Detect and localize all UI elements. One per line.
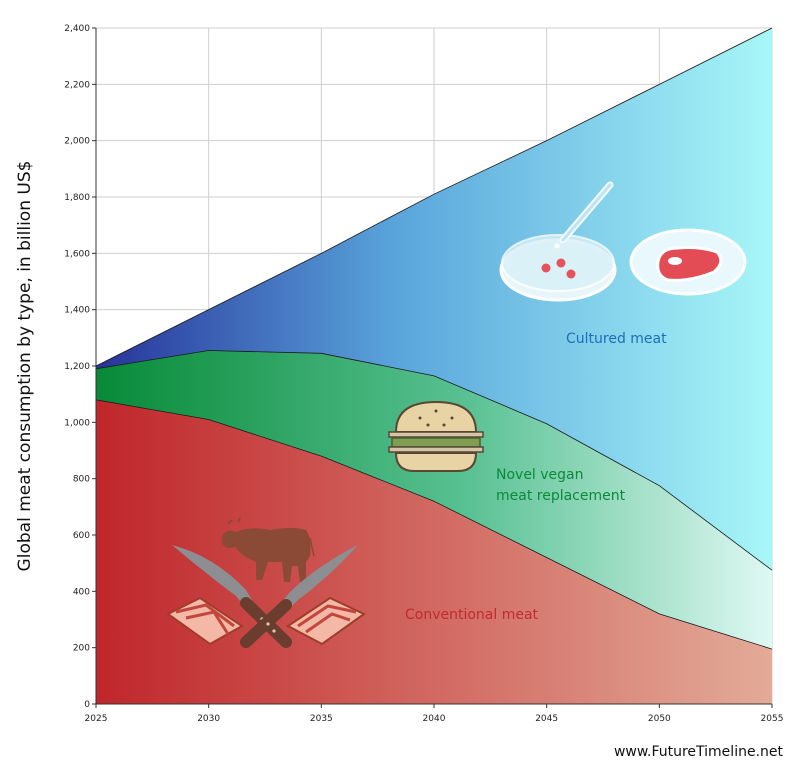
x-tick-label: 2055 xyxy=(761,714,784,724)
y-tick-label: 400 xyxy=(73,587,90,597)
x-tick-label: 2030 xyxy=(197,714,220,724)
series-label-cultured: Cultured meat xyxy=(566,331,667,347)
series-label-conventional: Conventional meat xyxy=(405,607,539,623)
y-tick-label: 1,400 xyxy=(64,306,90,316)
y-tick-label: 2,400 xyxy=(64,24,90,34)
x-tick-label: 2040 xyxy=(423,714,446,724)
series-label-vegan-line1: Novel vegan xyxy=(496,467,584,483)
x-tick-label: 2045 xyxy=(535,714,558,724)
dropper-icon xyxy=(554,181,614,249)
y-tick-label: 0 xyxy=(84,700,90,710)
y-tick-label: 1,600 xyxy=(64,249,90,259)
axes: 0 200 400 600 800 1,000 1,200 1,400 1,600 1,800 2,… xyxy=(64,24,783,724)
x-tick-label: 2035 xyxy=(310,714,333,724)
source-credit: www.FutureTimeline.net xyxy=(614,744,784,760)
area-vegan-meat-replacement xyxy=(96,350,772,650)
x-tick-label: 2050 xyxy=(648,714,671,724)
series-label-vegan-line2: meat replacement xyxy=(496,488,626,504)
petri-dish-icon xyxy=(499,234,617,302)
y-tick-label: 2,200 xyxy=(64,80,90,90)
burger-icon xyxy=(388,400,484,472)
steak-dish-icon xyxy=(629,228,747,296)
y-tick-label: 1,800 xyxy=(64,193,90,203)
series-lines xyxy=(95,27,773,650)
y-tick-label: 200 xyxy=(73,644,90,654)
area-conventional-meat-edge xyxy=(95,399,773,650)
area-cultured-meat-edge xyxy=(95,27,773,367)
area-vegan-meat-replacement-edge xyxy=(95,350,773,571)
y-tick-label: 2,000 xyxy=(64,137,90,147)
y-tick-label: 1,000 xyxy=(64,418,90,428)
area-cultured-meat xyxy=(96,28,772,571)
knife-icon xyxy=(172,545,358,648)
bacon-icon xyxy=(166,596,366,646)
y-tick-label: 800 xyxy=(73,475,90,485)
y-tick-label: 600 xyxy=(73,531,90,541)
y-tick-label: 1,200 xyxy=(64,362,90,372)
x-tick-label: 2025 xyxy=(85,714,108,724)
cow-icon xyxy=(221,517,315,582)
y-axis-title: Global meat consumption by type, in bill… xyxy=(15,161,35,572)
